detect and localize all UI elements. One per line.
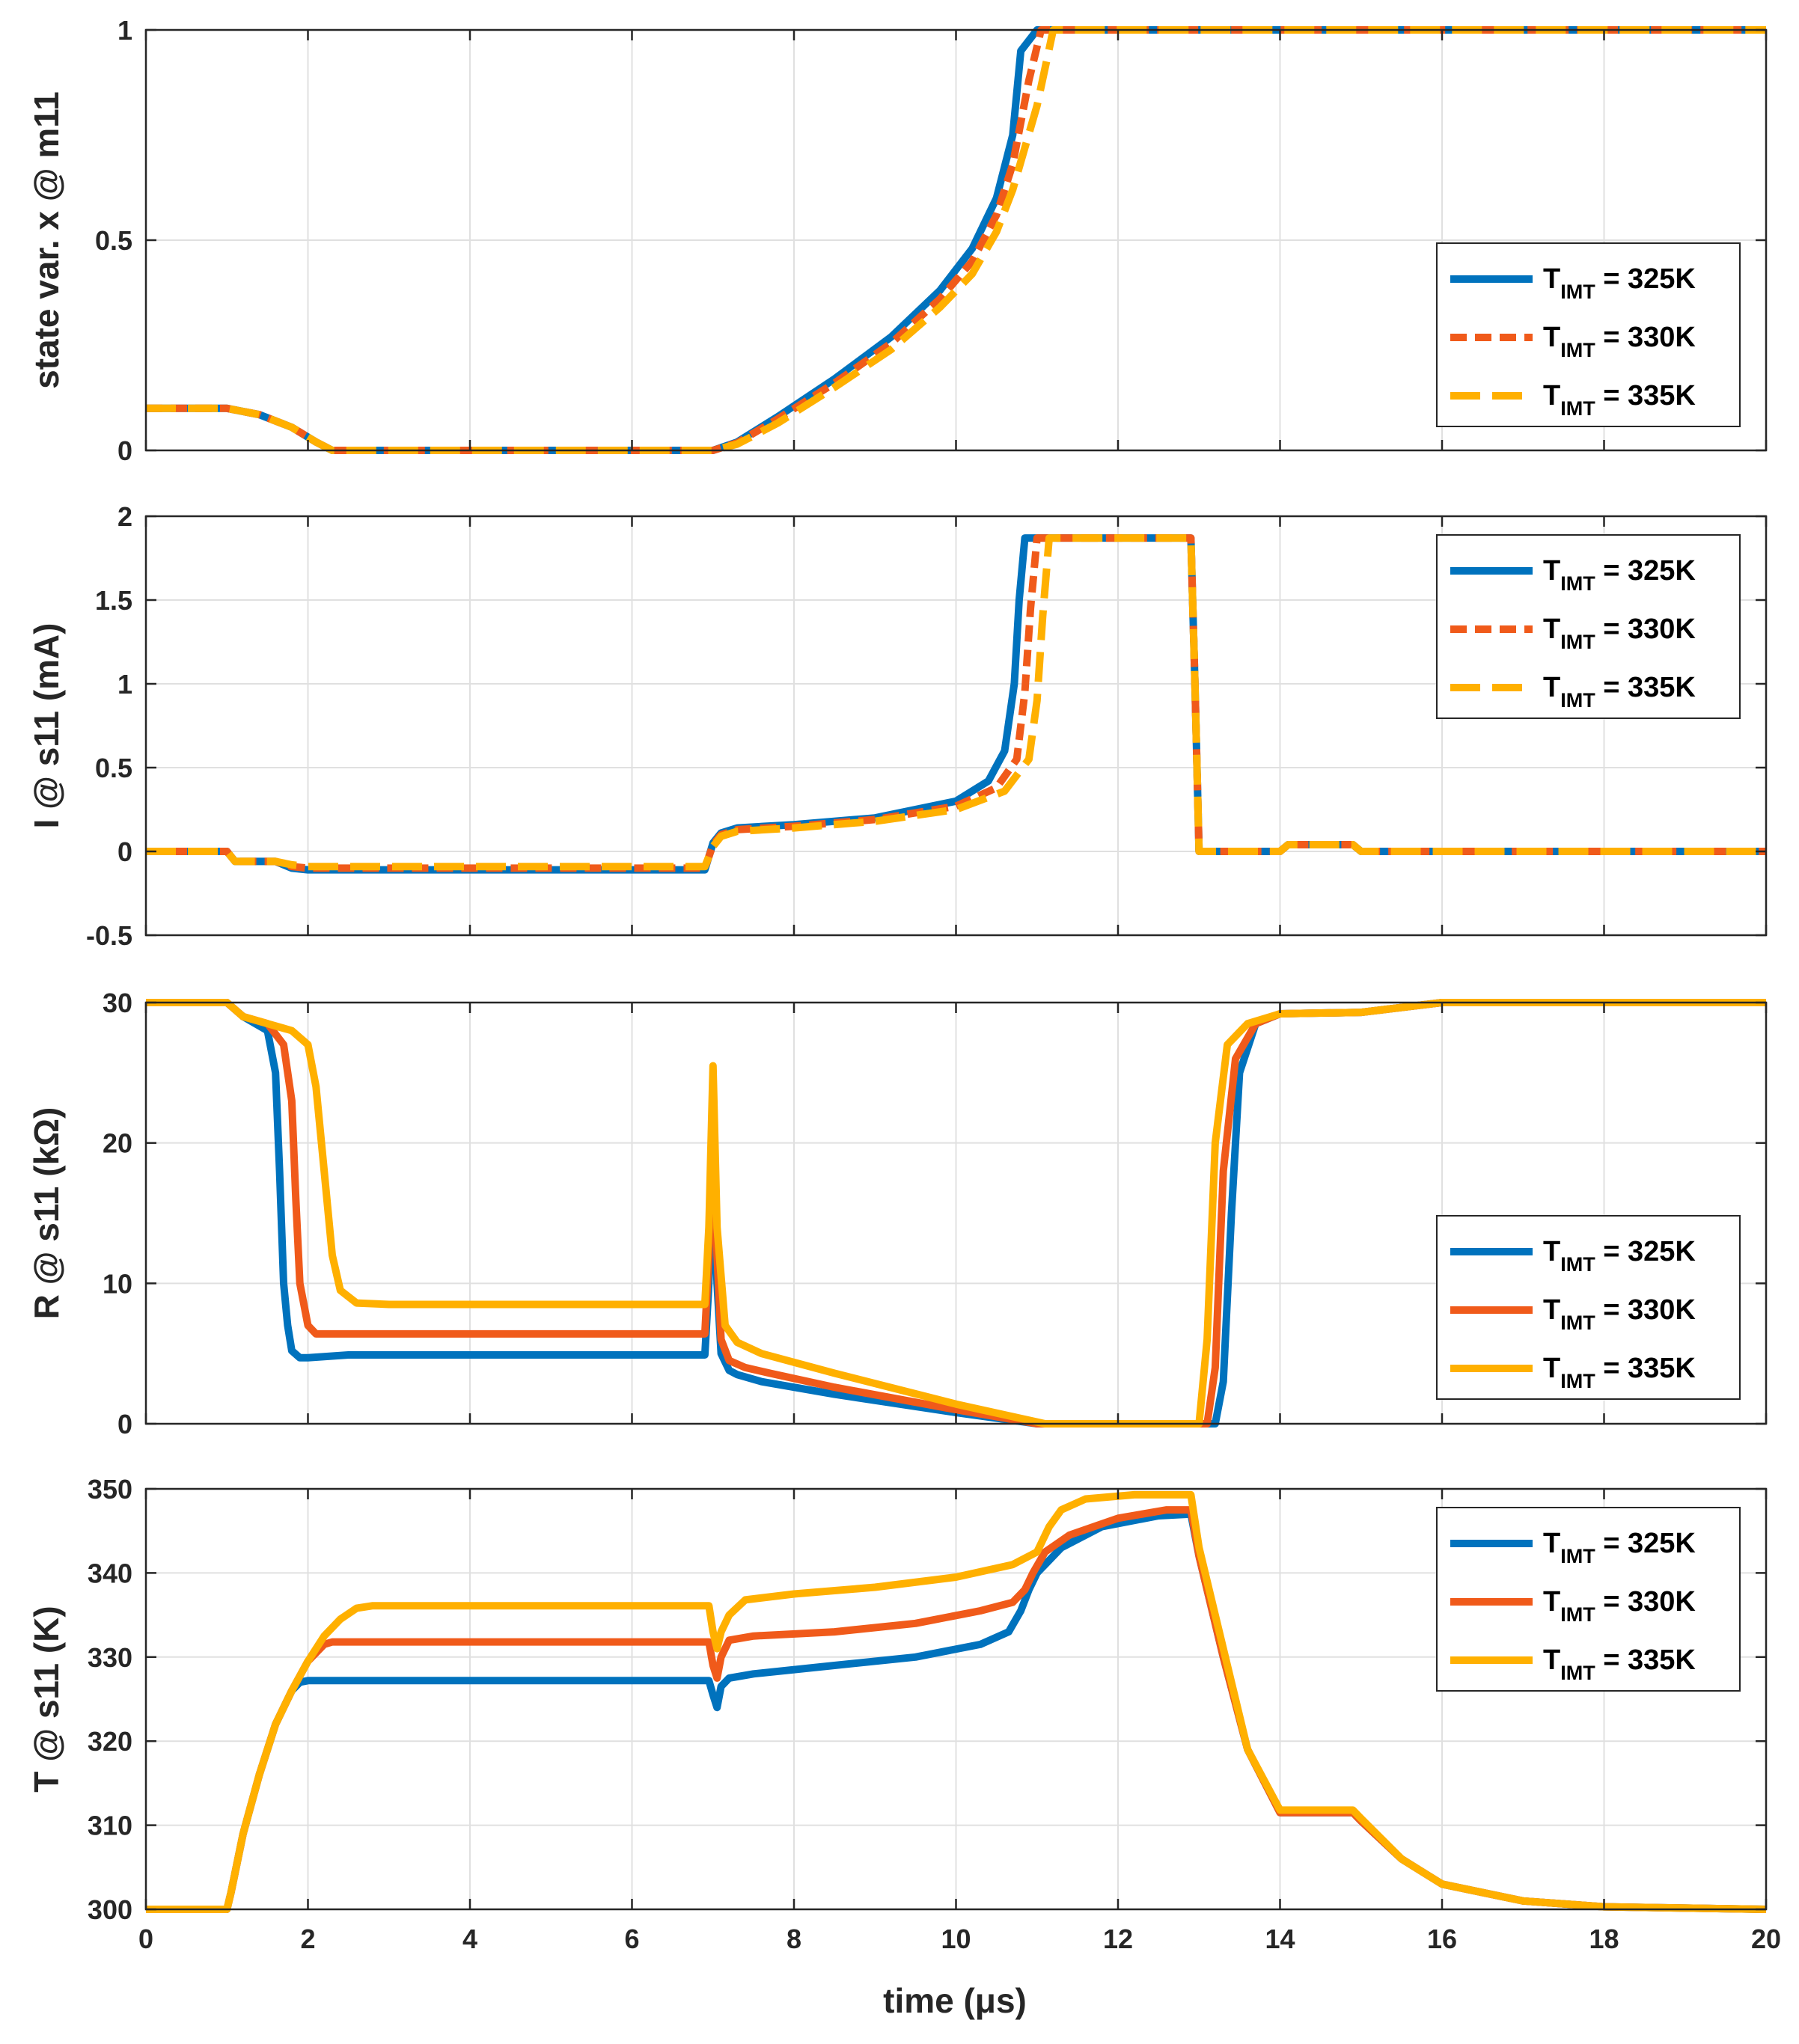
- chart-panel-2: -0.500.511.52I @ s11 (mA)TIMT = 325KTIMT…: [27, 501, 1768, 951]
- series-line-335k: [146, 999, 1766, 1428]
- x-tick-label: 16: [1427, 1924, 1457, 1954]
- series-line-330k: [146, 999, 1766, 1428]
- x-tick-label: 18: [1589, 1924, 1619, 1954]
- legend-label: TIMT = 330K: [1543, 613, 1696, 653]
- legend-label: TIMT = 325K: [1543, 1528, 1696, 1567]
- legend: TIMT = 325K TIMT = 330K TIMT = 335K: [1436, 1507, 1741, 1692]
- y-tick-label: 310: [88, 1811, 132, 1841]
- y-tick-label: 1: [117, 15, 132, 46]
- legend-label: TIMT = 325K: [1543, 555, 1696, 595]
- y-tick-label: 0: [117, 435, 132, 466]
- y-tick-label: 0: [117, 1409, 132, 1439]
- series-line-325k: [146, 999, 1766, 1428]
- y-tick-label: 10: [103, 1268, 132, 1299]
- x-tick-label: 2: [300, 1924, 315, 1954]
- y-tick-label: 0.5: [95, 225, 132, 256]
- legend-label: TIMT = 335K: [1543, 1644, 1696, 1684]
- y-tick-label: 0: [117, 836, 132, 867]
- y-tick-label: 1.5: [95, 585, 132, 616]
- x-tick-label: 12: [1103, 1924, 1133, 1954]
- series-line-335k: [146, 26, 1766, 454]
- y-axis-label: R @ s11 (kΩ): [27, 1107, 66, 1320]
- x-tick-label: 4: [462, 1924, 477, 1954]
- y-tick-label: 0.5: [95, 753, 132, 783]
- y-tick-label: -0.5: [86, 920, 132, 951]
- series-line-335k: [146, 1490, 1766, 1913]
- y-tick-label: 20: [103, 1128, 132, 1159]
- y-axis-label: state var. x @ m11: [27, 91, 66, 389]
- legend: TIMT = 325K TIMT = 330K TIMT = 335K: [1436, 242, 1741, 427]
- y-tick-label: 320: [88, 1726, 132, 1757]
- y-tick-label: 30: [103, 988, 132, 1018]
- legend-label: TIMT = 330K: [1543, 1294, 1696, 1334]
- legend-label: TIMT = 325K: [1543, 1236, 1696, 1276]
- legend-label: TIMT = 330K: [1543, 322, 1696, 361]
- y-tick-label: 330: [88, 1642, 132, 1673]
- x-tick-label: 20: [1751, 1924, 1781, 1954]
- y-axis-label: T @ s11 (K): [27, 1606, 66, 1792]
- legend: TIMT = 325K TIMT = 330K TIMT = 335K: [1436, 534, 1741, 719]
- y-tick-label: 2: [117, 501, 132, 532]
- x-tick-label: 0: [138, 1924, 153, 1954]
- x-tick-label: 14: [1265, 1924, 1295, 1954]
- legend-label: TIMT = 325K: [1543, 263, 1696, 303]
- y-axis-label: I @ s11 (mA): [27, 623, 66, 829]
- legend-label: TIMT = 330K: [1543, 1586, 1696, 1626]
- x-tick-label: 8: [787, 1924, 801, 1954]
- y-tick-label: 1: [117, 669, 132, 700]
- legend-label: TIMT = 335K: [1543, 380, 1696, 420]
- legend: TIMT = 325K TIMT = 330K TIMT = 335K: [1436, 1215, 1741, 1400]
- y-tick-label: 350: [88, 1474, 132, 1505]
- series-line-335k: [146, 534, 1766, 871]
- y-tick-label: 340: [88, 1558, 132, 1588]
- chart-panel-3: 0 10 20 30 R @ s11 (kΩ) TIMT = 325K TIMT = 330…: [27, 988, 1768, 1439]
- legend-label: TIMT = 335K: [1543, 1353, 1696, 1392]
- x-tick-label: 10: [941, 1924, 971, 1954]
- chart-panel-4: 0 2 4 6 8 10 12 14 16 18 20 300 310 320 330 340 350 T @ s…: [27, 1474, 1781, 1954]
- y-tick-label: 300: [88, 1894, 132, 1925]
- x-axis-label: time (μs): [883, 1981, 1027, 2020]
- x-tick-label: 6: [624, 1924, 639, 1954]
- legend-label: TIMT = 335K: [1543, 672, 1696, 712]
